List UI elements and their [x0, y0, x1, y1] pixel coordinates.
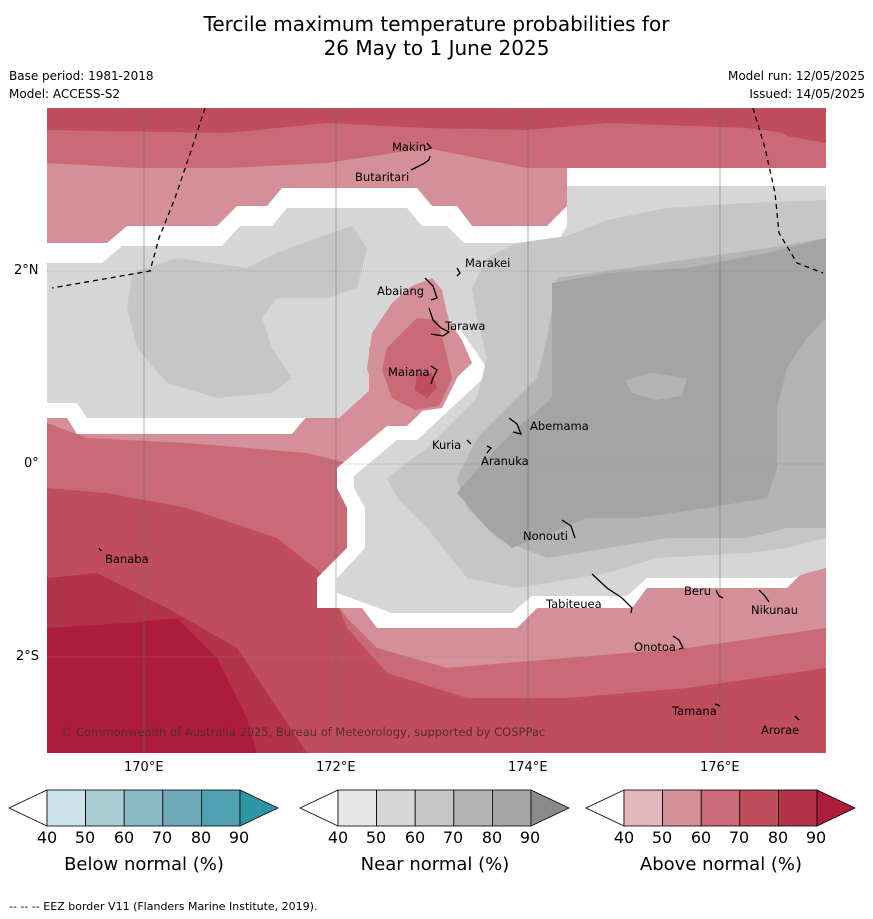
- colorbar-segment: [491, 789, 532, 827]
- lon-tick-174e: 174°E: [508, 760, 548, 775]
- tick: 90: [228, 828, 250, 847]
- colorbar-segment: [123, 789, 164, 827]
- tick: 60: [690, 828, 712, 847]
- near-60-west: [127, 226, 367, 398]
- label-abaiang: Abaiang: [377, 284, 424, 298]
- label-onotoa: Onotoa: [634, 640, 676, 654]
- tick: 40: [613, 828, 635, 847]
- lon-tick-170e: 170°E: [124, 760, 164, 775]
- tick: 40: [36, 828, 58, 847]
- label-marakei: Marakei: [465, 256, 510, 270]
- above-90-corner: [47, 668, 187, 753]
- tick: 80: [190, 828, 212, 847]
- label-aranuka: Aranuka: [481, 454, 529, 468]
- colorbar-segment: [453, 789, 493, 827]
- colorbar-below: [8, 789, 279, 827]
- label-beru: Beru: [684, 584, 711, 598]
- label-butaritari: Butaritari: [355, 170, 409, 184]
- model-run: Model run: 12/05/2025: [727, 69, 865, 83]
- tick: 80: [481, 828, 503, 847]
- colorbar-segment: [85, 789, 125, 827]
- meridians: [143, 108, 721, 753]
- tick: 60: [113, 828, 135, 847]
- lat-tick-2s: 2°S: [16, 649, 40, 664]
- colorbar-segment: [162, 789, 202, 827]
- colorbar-high-extension: [530, 789, 570, 827]
- title-line-2: 26 May to 1 June 2025: [323, 36, 550, 60]
- tick: 70: [442, 828, 464, 847]
- colorbar-segment: [200, 789, 241, 827]
- meta-left: Base period: 1981-2018 Model: ACCESS-S2: [9, 67, 154, 103]
- map-title: Tercile maximum temperature probabilitie…: [0, 12, 873, 60]
- colorbar-segment: [376, 789, 416, 827]
- footnote: -- -- -- EEZ border V11 (Flanders Marine…: [9, 900, 318, 913]
- label-makin: Makin: [392, 140, 426, 154]
- island-outlines: [98, 142, 800, 721]
- colorbar-segment: [414, 789, 455, 827]
- colorbar-segment: [662, 789, 702, 827]
- colorbar-segment: [46, 789, 86, 827]
- copyright-notice: © Commonwealth of Australia 2025, Bureau…: [61, 725, 545, 739]
- lat-tick-2n: 2°N: [14, 263, 39, 278]
- tick: 80: [767, 828, 789, 847]
- colorbar-low-extension: [8, 789, 48, 827]
- tick: 50: [74, 828, 96, 847]
- colorbar-segment: [778, 789, 818, 827]
- model-name: Model: ACCESS-S2: [9, 87, 121, 101]
- ticks-near: 40 50 60 70 80 90: [323, 828, 563, 848]
- label-tamana: Tamana: [671, 704, 717, 718]
- tick: 90: [805, 828, 827, 847]
- colorbar-above-label: Above normal (%): [639, 854, 803, 875]
- colorbar-segment: [700, 789, 741, 827]
- colorbar-high-extension: [816, 789, 856, 827]
- label-tarawa: Tarawa: [444, 319, 485, 333]
- issued-date: Issued: 14/05/2025: [749, 87, 865, 101]
- lon-tick-176e: 176°E: [700, 760, 740, 775]
- label-maiana: Maiana: [388, 365, 430, 379]
- colorbar-below-label: Below normal (%): [64, 854, 224, 875]
- above-70-north: [47, 108, 826, 138]
- label-arorae: Arorae: [761, 723, 799, 737]
- tick: 70: [728, 828, 750, 847]
- ticks-above: 40 50 60 70 80 90: [609, 828, 849, 848]
- label-nonouti: Nonouti: [523, 529, 568, 543]
- tick: 90: [519, 828, 541, 847]
- tick: 40: [327, 828, 349, 847]
- meta-right: Model run: 12/05/2025 Issued: 14/05/2025: [728, 67, 865, 103]
- lon-tick-172e: 172°E: [316, 760, 356, 775]
- probability-map: Makin Butaritari Marakei Abaiang Tarawa …: [47, 108, 826, 753]
- label-nikunau: Nikunau: [751, 603, 798, 617]
- label-banaba: Banaba: [105, 552, 149, 566]
- colorbar-segment: [623, 789, 663, 827]
- base-period: Base period: 1981-2018: [9, 69, 154, 83]
- colorbar-near: [299, 789, 570, 827]
- colorbar-near-label: Near normal (%): [360, 854, 510, 875]
- tick: 50: [365, 828, 387, 847]
- label-kuria: Kuria: [432, 438, 461, 452]
- colorbar-low-extension: [299, 789, 339, 827]
- tick: 70: [151, 828, 173, 847]
- colorbar-segment: [739, 789, 779, 827]
- label-abemama: Abemama: [530, 419, 589, 433]
- tick: 60: [404, 828, 426, 847]
- colorbar-high-extension: [239, 789, 279, 827]
- colorbar-segment: [337, 789, 377, 827]
- colorbar-low-extension: [585, 789, 625, 827]
- label-tabiteuea: Tabiteuea: [545, 597, 602, 611]
- near-70-hole: [625, 373, 687, 400]
- colorbar-above: [585, 789, 856, 827]
- above-70-maiana: [415, 373, 437, 398]
- colorbars: [8, 789, 856, 827]
- tick: 50: [651, 828, 673, 847]
- ticks-below: 40 50 60 70 80 90: [32, 828, 272, 848]
- title-line-1: Tercile maximum temperature probabilitie…: [203, 12, 670, 36]
- lat-tick-0: 0°: [24, 456, 39, 471]
- above-70-northeast: [747, 108, 826, 143]
